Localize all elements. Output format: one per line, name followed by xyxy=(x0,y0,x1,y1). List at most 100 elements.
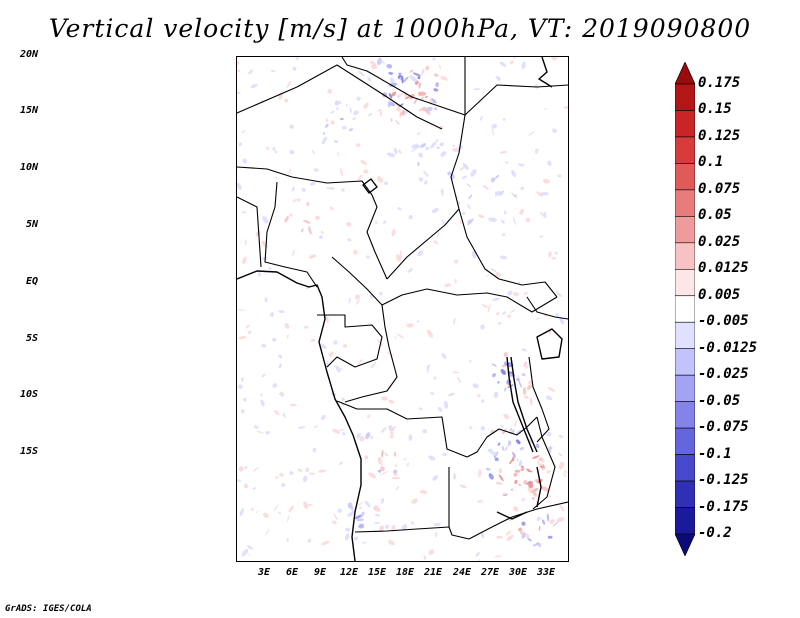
velocity-speckle xyxy=(394,336,397,340)
velocity-speckle xyxy=(444,283,451,288)
velocity-speckle xyxy=(452,147,460,152)
velocity-speckle xyxy=(248,553,251,556)
velocity-speckle xyxy=(301,187,306,193)
colorbar-swatch xyxy=(675,268,695,297)
velocity-speckle xyxy=(498,468,503,474)
velocity-speckle xyxy=(356,96,361,101)
velocity-speckle xyxy=(408,215,413,220)
velocity-speckle xyxy=(241,130,246,133)
velocity-speckle xyxy=(487,304,491,313)
velocity-speckle xyxy=(440,76,448,81)
velocity-speckle xyxy=(513,472,518,477)
velocity-speckle xyxy=(307,503,314,507)
coastline-niger-inland xyxy=(538,57,553,88)
velocity-speckle xyxy=(348,128,354,132)
velocity-speckle xyxy=(398,72,402,75)
velocity-speckle xyxy=(509,428,513,432)
velocity-speckle xyxy=(341,397,345,401)
velocity-speckle xyxy=(345,103,348,107)
velocity-speckle xyxy=(352,117,356,121)
velocity-speckle xyxy=(243,397,247,402)
colorbar-swatches xyxy=(675,62,695,556)
velocity-speckle xyxy=(477,394,481,398)
velocity-speckle xyxy=(497,442,501,446)
velocity-speckle xyxy=(354,294,360,300)
velocity-speckle xyxy=(377,457,383,465)
velocity-speckle xyxy=(244,239,247,246)
velocity-speckle xyxy=(478,469,482,478)
velocity-speckle xyxy=(440,151,447,157)
colorbar-label: -0.175 xyxy=(698,498,749,515)
velocity-speckle xyxy=(289,471,294,475)
velocity-speckle xyxy=(242,256,247,265)
velocity-speckle xyxy=(389,93,392,99)
velocity-speckle xyxy=(252,487,257,490)
velocity-speckle xyxy=(333,513,338,521)
velocity-speckle xyxy=(279,472,284,477)
velocity-speckle xyxy=(511,456,515,462)
velocity-speckle xyxy=(435,82,439,88)
velocity-speckle xyxy=(547,160,552,167)
velocity-speckle xyxy=(359,436,365,442)
colorbar-swatch xyxy=(675,242,695,270)
velocity-speckle xyxy=(499,61,507,67)
velocity-speckle xyxy=(410,69,414,73)
plot-title: Vertical velocity [m/s] at 1000hPa, VT: … xyxy=(48,14,752,43)
velocity-speckle xyxy=(511,169,516,178)
map-canvas xyxy=(237,57,568,561)
velocity-speckle xyxy=(511,192,518,199)
velocity-speckle xyxy=(372,506,381,512)
colorbar xyxy=(675,62,695,556)
velocity-speckle xyxy=(531,489,537,497)
velocity-speckle xyxy=(380,59,386,65)
velocity-speckle xyxy=(274,150,278,154)
velocity-speckle xyxy=(261,240,268,249)
velocity-speckle xyxy=(506,534,514,541)
velocity-speckle xyxy=(469,359,472,363)
velocity-speckle xyxy=(487,448,493,453)
velocity-speckle xyxy=(282,412,286,419)
velocity-speckle xyxy=(546,431,552,437)
velocity-speckle xyxy=(380,427,387,433)
colorbar-swatch xyxy=(675,216,695,244)
velocity-speckle xyxy=(478,559,481,561)
velocity-speckle xyxy=(518,380,522,389)
velocity-speckle xyxy=(433,240,439,245)
velocity-speckle xyxy=(459,220,462,224)
velocity-speckle xyxy=(494,457,499,462)
velocity-speckle xyxy=(537,456,541,465)
velocity-speckle xyxy=(381,396,388,401)
velocity-speckle xyxy=(516,378,520,382)
velocity-speckle xyxy=(520,186,525,191)
velocity-speckle xyxy=(518,460,523,467)
velocity-speckle xyxy=(278,354,283,359)
velocity-speckle xyxy=(500,424,504,428)
velocity-speckle xyxy=(563,472,566,478)
lat-tick-label: 15S xyxy=(19,446,38,457)
velocity-speckle xyxy=(490,177,496,183)
velocity-speckle xyxy=(239,508,245,517)
velocity-speckle xyxy=(313,168,319,172)
velocity-speckle xyxy=(389,428,394,431)
velocity-speckle xyxy=(422,429,427,434)
velocity-speckle xyxy=(333,365,340,368)
velocity-speckle xyxy=(237,61,240,66)
border-niger-mali-algeria xyxy=(237,64,443,130)
velocity-speckle xyxy=(262,216,269,224)
velocity-speckle xyxy=(288,167,291,175)
velocity-speckle xyxy=(423,170,429,177)
velocity-speckle xyxy=(396,107,401,112)
velocity-speckle xyxy=(432,475,439,481)
velocity-speckle xyxy=(499,151,508,154)
velocity-speckle xyxy=(366,255,370,259)
velocity-speckle xyxy=(380,471,389,476)
velocity-speckle xyxy=(462,162,469,170)
velocity-speckle xyxy=(265,528,270,536)
velocity-speckle xyxy=(302,475,308,483)
velocity-speckle xyxy=(407,268,413,273)
velocity-speckle xyxy=(433,376,437,380)
velocity-speckle xyxy=(354,515,362,520)
lat-tick-label: EQ xyxy=(25,276,38,287)
velocity-speckle xyxy=(500,255,508,260)
velocity-speckle xyxy=(419,489,428,495)
